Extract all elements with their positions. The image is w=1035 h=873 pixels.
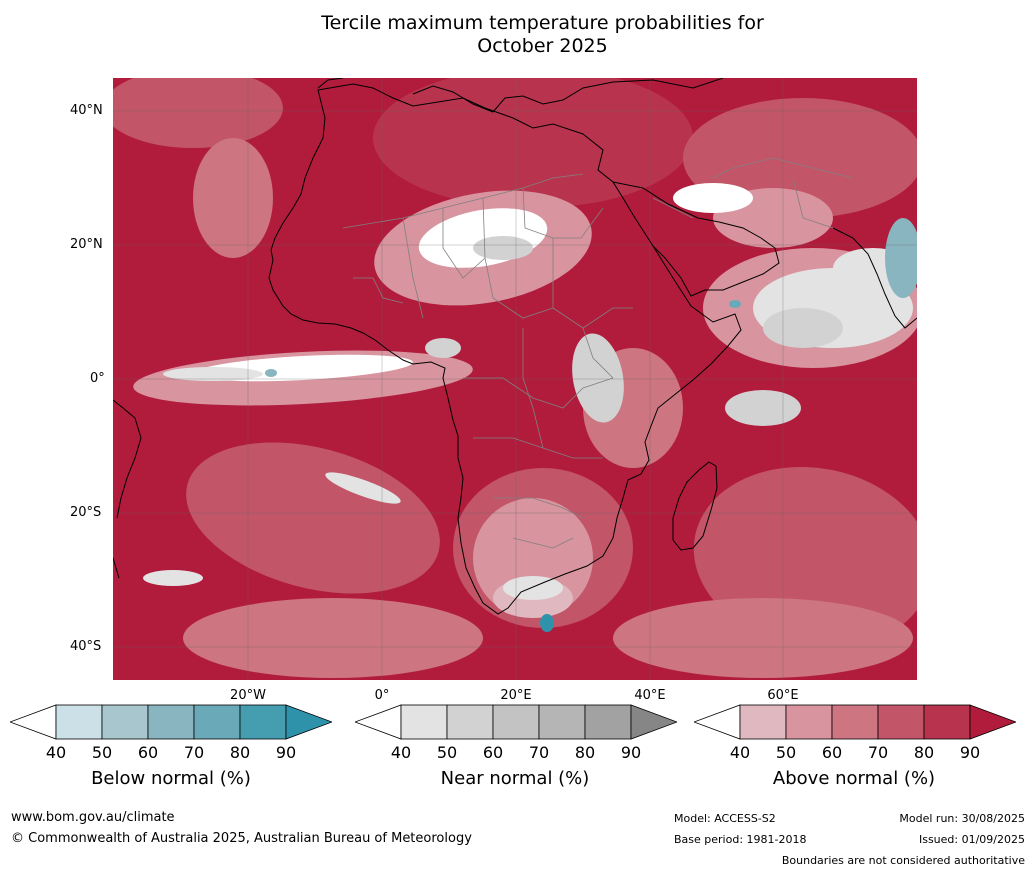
colorbar-segment <box>400 704 448 740</box>
colorbar-segment <box>785 704 833 740</box>
map-canvas <box>113 78 917 680</box>
below-tick-90: 90 <box>275 743 297 762</box>
atlantic-near-normal <box>163 367 263 381</box>
socotra-below-normal <box>729 300 741 308</box>
below-normal-label: Below normal (%) <box>91 768 251 789</box>
below-tick-50: 50 <box>91 743 113 762</box>
map-title-line2: October 2025 <box>477 35 608 57</box>
europe-coastline <box>317 78 724 113</box>
colorbar-segment <box>739 704 787 740</box>
south-atlantic-patch <box>186 442 440 594</box>
colorbar-segment <box>193 704 241 740</box>
colorbar-extend-low <box>10 704 57 740</box>
below-tick-80: 80 <box>229 743 251 762</box>
above-tick-90: 90 <box>959 743 981 762</box>
colorbar-segment <box>147 704 195 740</box>
sa-coastline <box>113 399 142 579</box>
colorbar-extend-high <box>969 704 1016 740</box>
east-africa-near-normal <box>572 333 624 423</box>
india-coastline <box>832 227 917 329</box>
lon-label-40e: 40°E <box>634 688 666 703</box>
lat-label-0: 0° <box>90 371 105 386</box>
near-normal-label: Near normal (%) <box>440 768 590 789</box>
south-atlantic-near-normal <box>143 570 203 586</box>
website-link[interactable]: www.bom.gov.au/climate <box>11 810 175 825</box>
colorbar-segment <box>877 704 925 740</box>
colorbar-segment <box>101 704 149 740</box>
gulf-near-normal <box>425 338 461 358</box>
atlantic-below-normal <box>265 369 277 377</box>
model-run-date: Model run: 30/08/2025 <box>899 812 1025 825</box>
north-atlantic-patch <box>113 78 283 148</box>
south-africa-near-normal <box>503 576 563 600</box>
above-normal-label: Above normal (%) <box>772 768 936 789</box>
above-normal-colorbar <box>694 704 1016 740</box>
country-borders <box>342 157 854 549</box>
model-name: Model: ACCESS-S2 <box>674 812 776 825</box>
southern-ocean-patch <box>183 598 483 678</box>
near-tick-80: 80 <box>574 743 596 762</box>
colorbar-extend-high <box>285 704 332 740</box>
africa-coastline <box>268 83 742 615</box>
graticule <box>113 78 917 680</box>
lat-label-20s: 20°S <box>70 505 102 520</box>
above-tick-50: 50 <box>775 743 797 762</box>
lat-label-40n: 40°N <box>70 103 103 118</box>
near-tick-40: 40 <box>390 743 412 762</box>
above-tick-40: 40 <box>729 743 751 762</box>
copyright-text: © Commonwealth of Australia 2025, Austra… <box>11 831 472 846</box>
colorbar-segment <box>831 704 879 740</box>
arabian-sea-near-normal <box>763 308 843 348</box>
lon-label-60e: 60°E <box>767 688 799 703</box>
colorbar-extend-low <box>355 704 402 740</box>
colorbar-segment <box>239 704 287 740</box>
madagascar-coastline <box>672 461 718 551</box>
above-tick-60: 60 <box>821 743 843 762</box>
colorbar-extend-low <box>694 704 741 740</box>
bay-of-bengal-below-normal <box>885 218 917 298</box>
near-tick-70: 70 <box>528 743 550 762</box>
red-sea-near-normal <box>673 183 753 213</box>
colorbar-segment <box>923 704 971 740</box>
lon-label-20w: 20°W <box>230 688 266 703</box>
probability-map <box>113 78 917 680</box>
lon-label-20e: 20°E <box>500 688 532 703</box>
below-tick-70: 70 <box>183 743 205 762</box>
colorbar-segment <box>492 704 540 740</box>
below-tick-40: 40 <box>45 743 67 762</box>
lat-label-40s: 40°S <box>70 639 102 654</box>
lat-label-20n: 20°N <box>70 237 103 252</box>
probability-fields <box>113 78 917 678</box>
above-tick-80: 80 <box>913 743 935 762</box>
near-tick-60: 60 <box>482 743 504 762</box>
atlantic-patch <box>193 138 273 258</box>
colorbar-segment <box>584 704 632 740</box>
issued-date: Issued: 01/09/2025 <box>918 833 1025 846</box>
near-tick-50: 50 <box>436 743 458 762</box>
north-africa-patch <box>373 78 693 208</box>
near-tick-90: 90 <box>620 743 642 762</box>
southern-ocean-below-normal <box>540 614 554 632</box>
colorbar-segment <box>538 704 586 740</box>
boundaries-disclaimer: Boundaries are not considered authoritat… <box>781 854 1025 867</box>
below-tick-60: 60 <box>137 743 159 762</box>
southern-ocean-patch <box>613 598 913 678</box>
sahara-near-normal <box>473 236 533 260</box>
base-period: Base period: 1981-2018 <box>674 833 807 846</box>
indian-ocean-near-normal <box>725 390 801 426</box>
colorbar-segment <box>446 704 494 740</box>
colorbar-segment <box>55 704 103 740</box>
above-tick-70: 70 <box>867 743 889 762</box>
colorbar-extend-high <box>630 704 677 740</box>
near-normal-colorbar <box>355 704 677 740</box>
arabia-coastline <box>612 181 780 297</box>
map-title-line1: Tercile maximum temperature probabilitie… <box>321 12 764 34</box>
below-normal-colorbar <box>10 704 332 740</box>
lon-label-0: 0° <box>374 688 390 703</box>
